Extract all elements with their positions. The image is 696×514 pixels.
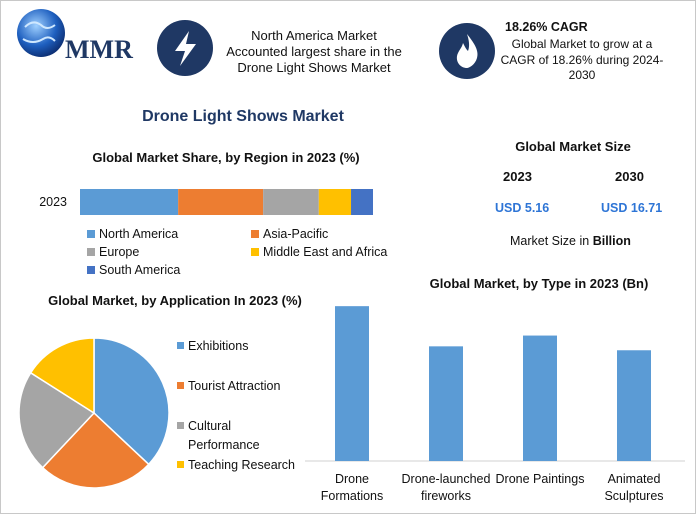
y-tick-label: 2023	[39, 195, 67, 209]
legend-swatch	[251, 230, 259, 238]
cagr-title: 18.26% CAGR	[505, 20, 588, 34]
legend-swatch	[177, 382, 184, 389]
bar-segment	[318, 189, 352, 215]
legend-swatch	[87, 248, 95, 256]
bar-segment	[263, 189, 319, 215]
legend-swatch	[87, 230, 95, 238]
pie-slice	[41, 411, 150, 489]
legend-swatch	[177, 422, 184, 429]
chart-title: Global Market, by Application In 2023 (%…	[48, 293, 302, 308]
legend-swatch	[87, 266, 95, 274]
legend-label: Europe	[99, 245, 140, 259]
icon-bolt	[175, 31, 196, 66]
legend-label: South America	[99, 263, 181, 277]
bar-segment	[80, 189, 179, 215]
legend-swatch	[251, 248, 259, 256]
legend-label: Tourist Attraction	[188, 379, 281, 393]
bar	[335, 306, 369, 461]
legend-label: Teaching Research	[188, 458, 296, 472]
size-unit: Billion	[592, 234, 631, 248]
legend-label: Cultural Performance	[188, 419, 260, 452]
cagr-text: Global Market to grow at a CAGR of 18.26…	[500, 37, 664, 82]
logo-lines	[22, 21, 56, 43]
icon-flame	[456, 34, 478, 68]
size-value: USD 5.16	[495, 201, 550, 215]
bar	[617, 350, 651, 461]
legend-label: Asia-Pacific	[263, 227, 329, 241]
legend-swatch	[177, 461, 184, 468]
size-note: Market Size in Billion	[510, 233, 631, 249]
chart-title: Global Market Share, by Region in 2023 (…	[92, 150, 360, 165]
x-tick-label: Drone Formations	[320, 472, 384, 503]
pie-slice	[29, 337, 95, 415]
x-tick-label: Animated Sculptures	[604, 472, 664, 503]
size-value: USD 16.71	[601, 201, 663, 215]
bar-segment	[178, 189, 264, 215]
legend-swatch	[177, 342, 184, 349]
bar-segment	[351, 189, 373, 215]
x-tick-label: Drone-launched fireworks	[401, 472, 491, 503]
size-note-text: Market Size in	[510, 234, 590, 248]
main-title: Drone Light Shows Market	[142, 108, 344, 125]
pie-slice	[18, 371, 96, 469]
highlight-text: North America Market Accounted largest s…	[226, 28, 402, 75]
x-tick-label: Drone Paintings	[495, 472, 585, 486]
logo-globe	[17, 9, 65, 57]
logo-text: MMR	[65, 35, 133, 64]
bar	[429, 346, 463, 461]
pie-slice	[93, 337, 170, 466]
legend-label: Exhibitions	[188, 339, 249, 353]
chart-title: Global Market, by Type in 2023 (Bn)	[429, 276, 649, 291]
size-year: 2023	[503, 169, 532, 184]
size-title: Global Market Size	[515, 139, 631, 154]
bar	[523, 335, 557, 461]
legend-label: Middle East and Africa	[263, 245, 388, 259]
legend-label: North America	[99, 227, 179, 241]
size-year: 2030	[615, 169, 644, 184]
